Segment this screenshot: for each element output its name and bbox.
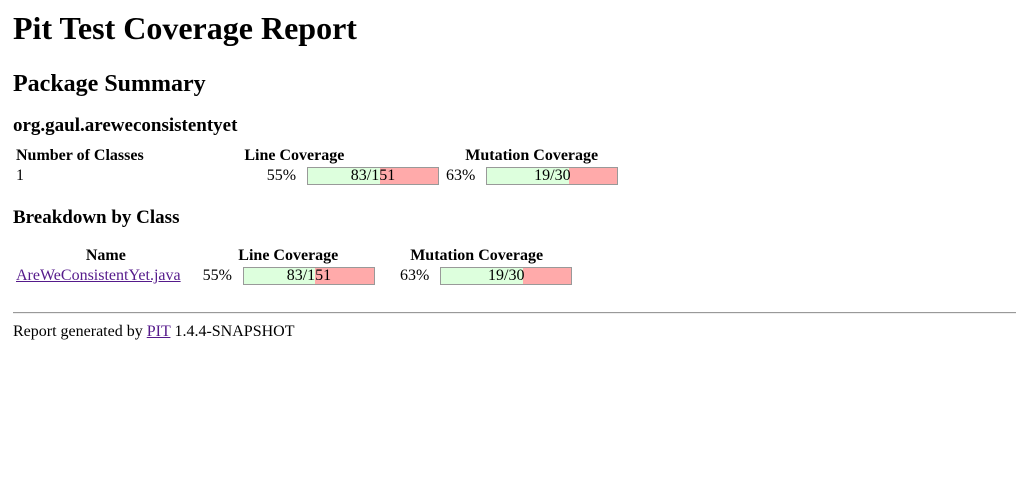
report-page: Pit Test Coverage Report Package Summary… (13, 10, 1016, 342)
package-summary-table: Number of Classes Line Coverage Mutation… (13, 146, 621, 186)
breakdown-heading: Breakdown by Class (13, 207, 180, 228)
line-coverage-percent: 55% (202, 267, 232, 284)
package-summary-heading: Package Summary (13, 71, 206, 97)
header-line-coverage: Line Coverage (238, 247, 339, 264)
line-coverage-label: 83/151 (350, 167, 396, 184)
mutation-coverage-fill (487, 168, 570, 184)
page-title: Pit Test Coverage Report (13, 10, 357, 46)
mutation-coverage-fill (441, 268, 524, 284)
class-link[interactable]: AreWeConsistentYet.java (16, 267, 181, 284)
mutation-coverage-percent: 63% (399, 267, 430, 284)
footer-divider (13, 312, 1016, 314)
mutation-coverage-bar: 19/30 (486, 167, 619, 185)
footer: Report generated by PIT 1.4.4-SNAPSHOT (13, 322, 1016, 342)
package-name: org.gaul.areweconsistentyet (13, 115, 238, 136)
table-row: AreWeConsistentYet.java 55% 83/151 63% 1… (13, 266, 575, 286)
line-coverage-fill (308, 168, 380, 184)
header-mutation-coverage: Mutation Coverage (465, 147, 599, 164)
line-coverage-label: 83/151 (286, 267, 332, 284)
mutation-coverage-label: 19/30 (534, 167, 571, 184)
line-coverage-fill (243, 268, 316, 284)
mutation-coverage-bar: 19/30 (440, 267, 573, 285)
header-name: Name (85, 247, 126, 264)
class-count: 1 (16, 167, 24, 184)
pit-link[interactable]: PIT (146, 323, 171, 340)
footer-prefix: Report generated by (13, 323, 143, 340)
line-coverage-percent: 55% (266, 167, 297, 184)
class-breakdown-table: Name Line Coverage Mutation Coverage Are… (13, 246, 575, 286)
header-number-of-classes: Number of Classes (16, 147, 144, 164)
header-line-coverage: Line Coverage (244, 147, 345, 164)
line-coverage-bar: 83/151 (307, 167, 440, 185)
mutation-coverage-percent: 63% (446, 167, 476, 184)
line-coverage-bar: 83/151 (242, 267, 375, 285)
mutation-coverage-label: 19/30 (488, 267, 525, 284)
footer-version: 1.4.4-SNAPSHOT (174, 323, 295, 340)
table-row: 1 55% 83/151 63% 19/30 (13, 166, 621, 186)
header-mutation-coverage: Mutation Coverage (410, 247, 544, 264)
